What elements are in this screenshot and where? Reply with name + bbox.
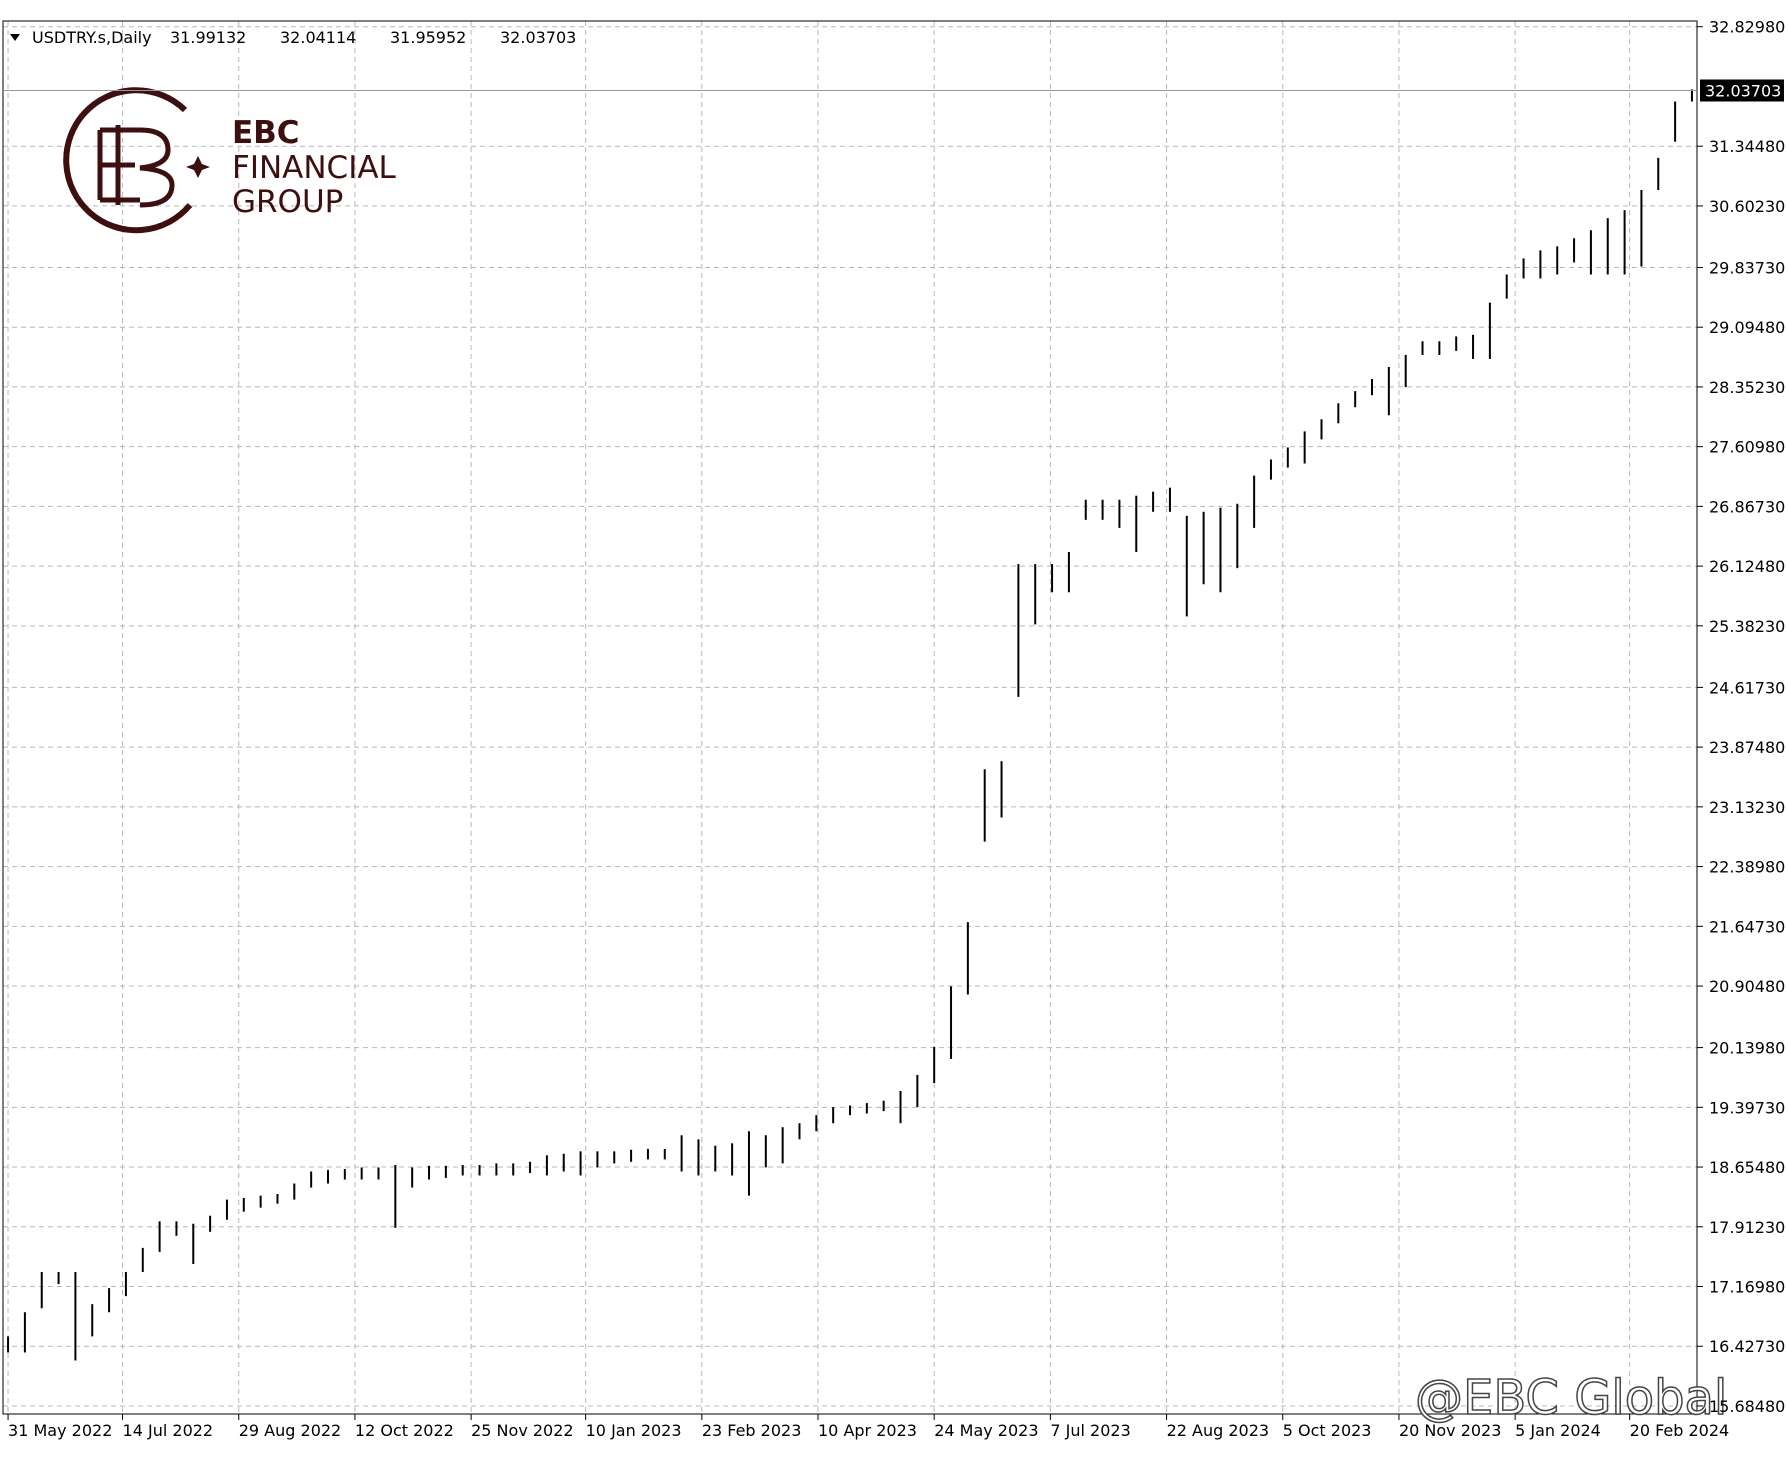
x-tick-label: 29 Aug 2022 <box>239 1421 342 1440</box>
y-tick-label: 23.13230 <box>1709 798 1785 817</box>
x-tick-label: 5 Oct 2023 <box>1283 1421 1372 1440</box>
x-tick-label: 5 Jan 2024 <box>1515 1421 1601 1440</box>
x-tick-label: 24 May 2023 <box>934 1421 1038 1440</box>
y-tick-label: 24.61730 <box>1709 678 1785 697</box>
bars <box>7 89 1693 1361</box>
x-tick-label: 22 Aug 2023 <box>1167 1421 1270 1440</box>
ohlc-value: 32.03703 <box>500 28 576 47</box>
x-tick-label: 14 Jul 2022 <box>123 1421 214 1440</box>
menu-arrow[interactable] <box>10 34 20 41</box>
y-tick-label: 20.90480 <box>1709 977 1785 996</box>
logo-ring <box>63 87 193 234</box>
x-tick-label: 25 Nov 2022 <box>471 1421 573 1440</box>
y-tick-label: 27.60980 <box>1709 438 1785 457</box>
y-tick-label: 18.65480 <box>1709 1158 1785 1177</box>
logo-line2: FINANCIAL <box>232 150 397 186</box>
y-tick-label: 30.60230 <box>1709 197 1785 216</box>
logo-name: EBC <box>232 115 300 151</box>
watermark: @EBC Global <box>1415 1370 1727 1426</box>
y-tick-label: 17.91230 <box>1709 1218 1785 1237</box>
logo-mark <box>97 125 175 208</box>
y-tick-label: 31.34480 <box>1709 137 1785 156</box>
ohlc-value: 32.04114 <box>280 28 356 47</box>
x-tick-label: 10 Jan 2023 <box>586 1421 682 1440</box>
y-tick-label: 16.42730 <box>1709 1337 1785 1356</box>
last-price-label: 32.03703 <box>1705 82 1781 101</box>
y-tick-label: 20.13980 <box>1709 1039 1785 1058</box>
x-tick-label: 10 Apr 2023 <box>818 1421 917 1440</box>
x-tick-label: 23 Feb 2023 <box>702 1421 802 1440</box>
x-tick-label: 31 May 2022 <box>8 1421 112 1440</box>
y-tick-label: 26.86730 <box>1709 497 1785 516</box>
logo-star <box>186 156 210 178</box>
plot-frame <box>2 20 1698 1415</box>
y-tick-label: 21.64730 <box>1709 917 1785 936</box>
y-tick-label: 26.12480 <box>1709 557 1785 576</box>
grid <box>3 21 1697 1414</box>
y-tick-label: 29.09480 <box>1709 318 1785 337</box>
logo-line3: GROUP <box>232 184 343 220</box>
x-tick-label: 20 Nov 2023 <box>1399 1421 1501 1440</box>
x-tick-label: 7 Jul 2023 <box>1050 1421 1130 1440</box>
y-tick-label: 19.39730 <box>1709 1098 1785 1117</box>
x-tick-label: 20 Feb 2024 <box>1630 1421 1730 1440</box>
ohlc-value: 31.95952 <box>390 28 466 47</box>
ohlc-value: 31.99132 <box>170 28 246 47</box>
x-tick-label: 12 Oct 2022 <box>355 1421 454 1440</box>
y-tick-label: 32.82980 <box>1709 18 1785 37</box>
y-tick-label: 29.83730 <box>1709 258 1785 277</box>
y-tick-label: 22.38980 <box>1709 858 1785 877</box>
y-tick-label: 28.35230 <box>1709 378 1785 397</box>
logo: EBC FINANCIAL GROUP <box>63 87 397 234</box>
y-tick-label: 17.16980 <box>1709 1278 1785 1297</box>
y-tick-label: 25.38230 <box>1709 617 1785 636</box>
y-tick-label: 23.87480 <box>1709 738 1785 757</box>
last-price-box <box>1700 79 1784 102</box>
symbol-label: USDTRY.s,Daily <box>32 28 152 47</box>
y-tick-label: 15.68480 <box>1709 1397 1785 1416</box>
